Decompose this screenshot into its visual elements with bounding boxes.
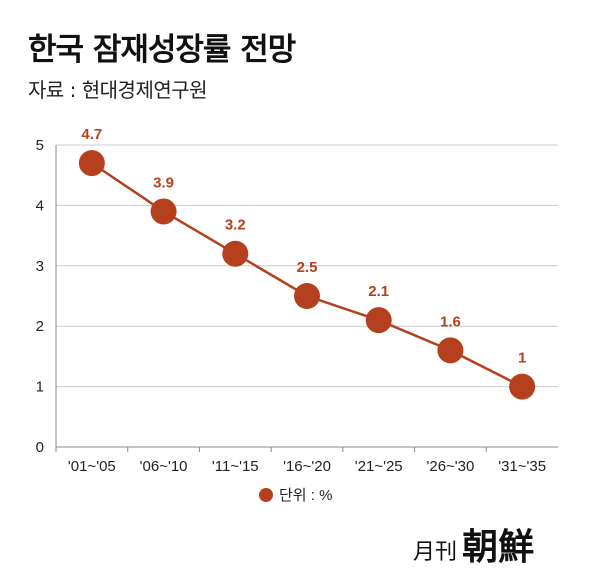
data-label: 2.5 xyxy=(297,259,318,276)
data-label: 3.9 xyxy=(153,174,174,191)
y-tick-label: 1 xyxy=(36,379,44,396)
x-tick-label: '11~'15 xyxy=(212,458,259,475)
x-tick-label: '16~'20 xyxy=(283,458,331,475)
chart-title: 한국 잠재성장률 전망 xyxy=(28,32,296,68)
data-label: 1.6 xyxy=(440,313,461,330)
logo-big-text: 朝鮮 xyxy=(462,526,535,568)
x-tick-label: '31~'35 xyxy=(498,458,546,475)
data-point xyxy=(294,283,320,309)
data-label: 4.7 xyxy=(81,126,102,143)
x-tick-label: '21~'25 xyxy=(355,458,403,475)
y-tick-label: 2 xyxy=(36,318,44,335)
y-tick-label: 4 xyxy=(36,197,44,214)
data-point xyxy=(150,198,177,225)
x-tick-label: '06~'10 xyxy=(140,458,188,475)
data-point xyxy=(78,150,105,177)
data-label: 2.1 xyxy=(368,283,389,300)
data-point xyxy=(365,307,392,334)
y-tick-label: 5 xyxy=(36,137,44,154)
data-label: 1 xyxy=(518,350,526,367)
chart-source: 자료 : 현대경제연구원 xyxy=(28,78,208,102)
data-point xyxy=(509,373,536,400)
y-tick-label: 3 xyxy=(36,258,44,275)
x-tick-label: '26~'30 xyxy=(426,458,474,475)
x-tick-label: '01~'05 xyxy=(68,458,116,475)
y-tick-label: 0 xyxy=(36,439,44,456)
legend-marker xyxy=(259,488,273,502)
legend-label: 단위 : % xyxy=(279,487,332,504)
data-point xyxy=(437,337,464,364)
data-point xyxy=(222,240,249,267)
publisher-logo: 月刊 朝鮮 xyxy=(413,518,534,570)
logo-small-text: 月刊 xyxy=(413,540,458,565)
data-label: 3.2 xyxy=(225,217,246,234)
